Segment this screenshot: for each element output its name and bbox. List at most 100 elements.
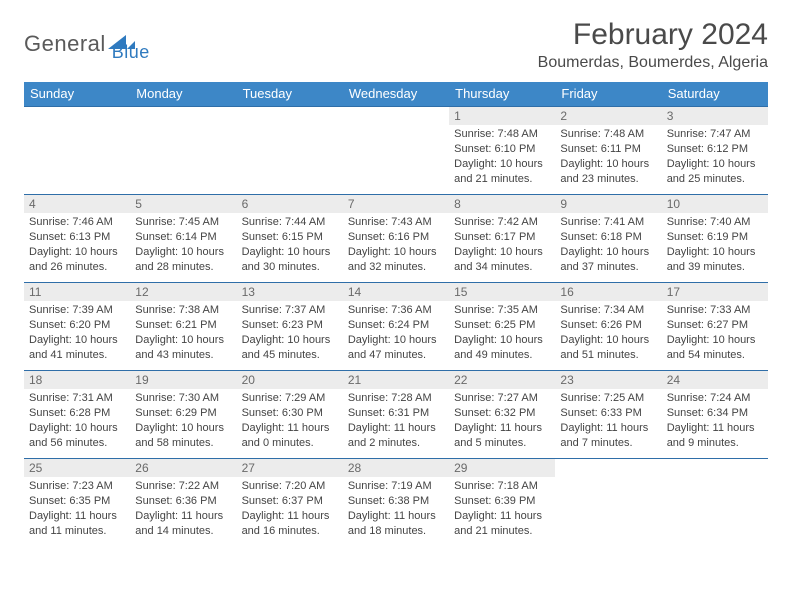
day-number: 8 (449, 195, 555, 213)
day-details: Sunrise: 7:25 AMSunset: 6:33 PMDaylight:… (555, 389, 661, 454)
day-number: 7 (343, 195, 449, 213)
day-number: 6 (237, 195, 343, 213)
day-details: Sunrise: 7:30 AMSunset: 6:29 PMDaylight:… (130, 389, 236, 454)
calendar-cell: 11Sunrise: 7:39 AMSunset: 6:20 PMDayligh… (24, 283, 130, 371)
day-number: 16 (555, 283, 661, 301)
day-number: 25 (24, 459, 130, 477)
page-title: February 2024 (538, 18, 768, 52)
calendar-cell: .. (343, 107, 449, 195)
day-number: 3 (662, 107, 768, 125)
calendar-cell: 27Sunrise: 7:20 AMSunset: 6:37 PMDayligh… (237, 459, 343, 547)
calendar-body: ........1Sunrise: 7:48 AMSunset: 6:10 PM… (24, 107, 768, 547)
day-number: 26 (130, 459, 236, 477)
day-details: Sunrise: 7:28 AMSunset: 6:31 PMDaylight:… (343, 389, 449, 454)
weekday-header: Thursday (449, 82, 555, 107)
calendar-cell: 18Sunrise: 7:31 AMSunset: 6:28 PMDayligh… (24, 371, 130, 459)
day-details: Sunrise: 7:20 AMSunset: 6:37 PMDaylight:… (237, 477, 343, 542)
day-number: 19 (130, 371, 236, 389)
day-number: 17 (662, 283, 768, 301)
day-details: Sunrise: 7:36 AMSunset: 6:24 PMDaylight:… (343, 301, 449, 366)
day-number: 10 (662, 195, 768, 213)
day-details: Sunrise: 7:47 AMSunset: 6:12 PMDaylight:… (662, 125, 768, 190)
day-number: 24 (662, 371, 768, 389)
calendar-cell: 15Sunrise: 7:35 AMSunset: 6:25 PMDayligh… (449, 283, 555, 371)
calendar-cell: 6Sunrise: 7:44 AMSunset: 6:15 PMDaylight… (237, 195, 343, 283)
calendar-cell: 24Sunrise: 7:24 AMSunset: 6:34 PMDayligh… (662, 371, 768, 459)
calendar-cell: 14Sunrise: 7:36 AMSunset: 6:24 PMDayligh… (343, 283, 449, 371)
day-details: Sunrise: 7:39 AMSunset: 6:20 PMDaylight:… (24, 301, 130, 366)
day-details: Sunrise: 7:37 AMSunset: 6:23 PMDaylight:… (237, 301, 343, 366)
calendar-cell: 9Sunrise: 7:41 AMSunset: 6:18 PMDaylight… (555, 195, 661, 283)
day-details: Sunrise: 7:23 AMSunset: 6:35 PMDaylight:… (24, 477, 130, 542)
title-block: February 2024 Boumerdas, Boumerdes, Alge… (538, 18, 768, 72)
weekday-header: Sunday (24, 82, 130, 107)
calendar-cell: 13Sunrise: 7:37 AMSunset: 6:23 PMDayligh… (237, 283, 343, 371)
weekday-header: Tuesday (237, 82, 343, 107)
day-details: Sunrise: 7:44 AMSunset: 6:15 PMDaylight:… (237, 213, 343, 278)
day-number: 13 (237, 283, 343, 301)
calendar-cell: 26Sunrise: 7:22 AMSunset: 6:36 PMDayligh… (130, 459, 236, 547)
day-details: Sunrise: 7:40 AMSunset: 6:19 PMDaylight:… (662, 213, 768, 278)
day-details: Sunrise: 7:22 AMSunset: 6:36 PMDaylight:… (130, 477, 236, 542)
day-number: 29 (449, 459, 555, 477)
calendar-row: 25Sunrise: 7:23 AMSunset: 6:35 PMDayligh… (24, 459, 768, 547)
weekday-header: Monday (130, 82, 236, 107)
calendar-cell: 12Sunrise: 7:38 AMSunset: 6:21 PMDayligh… (130, 283, 236, 371)
day-details: Sunrise: 7:35 AMSunset: 6:25 PMDaylight:… (449, 301, 555, 366)
brand-name-1: General (24, 31, 106, 57)
day-details: Sunrise: 7:27 AMSunset: 6:32 PMDaylight:… (449, 389, 555, 454)
calendar-cell: 3Sunrise: 7:47 AMSunset: 6:12 PMDaylight… (662, 107, 768, 195)
calendar-cell: 1Sunrise: 7:48 AMSunset: 6:10 PMDaylight… (449, 107, 555, 195)
calendar-row: 18Sunrise: 7:31 AMSunset: 6:28 PMDayligh… (24, 371, 768, 459)
calendar-cell: 25Sunrise: 7:23 AMSunset: 6:35 PMDayligh… (24, 459, 130, 547)
day-details: Sunrise: 7:43 AMSunset: 6:16 PMDaylight:… (343, 213, 449, 278)
calendar-row: ........1Sunrise: 7:48 AMSunset: 6:10 PM… (24, 107, 768, 195)
day-details: Sunrise: 7:38 AMSunset: 6:21 PMDaylight:… (130, 301, 236, 366)
location-text: Boumerdas, Boumerdes, Algeria (538, 54, 768, 72)
calendar-cell: 22Sunrise: 7:27 AMSunset: 6:32 PMDayligh… (449, 371, 555, 459)
day-number: 18 (24, 371, 130, 389)
day-number: 21 (343, 371, 449, 389)
calendar-cell: 7Sunrise: 7:43 AMSunset: 6:16 PMDaylight… (343, 195, 449, 283)
day-details: Sunrise: 7:46 AMSunset: 6:13 PMDaylight:… (24, 213, 130, 278)
header: General Blue February 2024 Boumerdas, Bo… (24, 18, 768, 72)
day-details: Sunrise: 7:33 AMSunset: 6:27 PMDaylight:… (662, 301, 768, 366)
calendar-cell: .. (130, 107, 236, 195)
calendar-cell: .. (662, 459, 768, 547)
day-details: Sunrise: 7:45 AMSunset: 6:14 PMDaylight:… (130, 213, 236, 278)
day-number: 4 (24, 195, 130, 213)
calendar-cell: 23Sunrise: 7:25 AMSunset: 6:33 PMDayligh… (555, 371, 661, 459)
calendar-cell: 8Sunrise: 7:42 AMSunset: 6:17 PMDaylight… (449, 195, 555, 283)
day-number: 15 (449, 283, 555, 301)
calendar-cell: .. (237, 107, 343, 195)
calendar-cell: 10Sunrise: 7:40 AMSunset: 6:19 PMDayligh… (662, 195, 768, 283)
day-details: Sunrise: 7:34 AMSunset: 6:26 PMDaylight:… (555, 301, 661, 366)
calendar-cell: 5Sunrise: 7:45 AMSunset: 6:14 PMDaylight… (130, 195, 236, 283)
day-details: Sunrise: 7:42 AMSunset: 6:17 PMDaylight:… (449, 213, 555, 278)
day-number: 5 (130, 195, 236, 213)
calendar-row: 11Sunrise: 7:39 AMSunset: 6:20 PMDayligh… (24, 283, 768, 371)
calendar-row: 4Sunrise: 7:46 AMSunset: 6:13 PMDaylight… (24, 195, 768, 283)
day-number: 9 (555, 195, 661, 213)
calendar-cell: 19Sunrise: 7:30 AMSunset: 6:29 PMDayligh… (130, 371, 236, 459)
day-details: Sunrise: 7:24 AMSunset: 6:34 PMDaylight:… (662, 389, 768, 454)
calendar-cell: 17Sunrise: 7:33 AMSunset: 6:27 PMDayligh… (662, 283, 768, 371)
day-details: Sunrise: 7:18 AMSunset: 6:39 PMDaylight:… (449, 477, 555, 542)
weekday-header: Friday (555, 82, 661, 107)
calendar-cell: 16Sunrise: 7:34 AMSunset: 6:26 PMDayligh… (555, 283, 661, 371)
day-number: 28 (343, 459, 449, 477)
calendar-cell: 29Sunrise: 7:18 AMSunset: 6:39 PMDayligh… (449, 459, 555, 547)
day-number: 2 (555, 107, 661, 125)
day-number: 23 (555, 371, 661, 389)
day-details: Sunrise: 7:48 AMSunset: 6:11 PMDaylight:… (555, 125, 661, 190)
calendar-cell: 21Sunrise: 7:28 AMSunset: 6:31 PMDayligh… (343, 371, 449, 459)
day-number: 20 (237, 371, 343, 389)
calendar-cell: 2Sunrise: 7:48 AMSunset: 6:11 PMDaylight… (555, 107, 661, 195)
day-number: 22 (449, 371, 555, 389)
calendar-head: SundayMondayTuesdayWednesdayThursdayFrid… (24, 82, 768, 107)
calendar-cell: .. (24, 107, 130, 195)
day-details: Sunrise: 7:19 AMSunset: 6:38 PMDaylight:… (343, 477, 449, 542)
day-details: Sunrise: 7:48 AMSunset: 6:10 PMDaylight:… (449, 125, 555, 190)
calendar-cell: 28Sunrise: 7:19 AMSunset: 6:38 PMDayligh… (343, 459, 449, 547)
calendar-cell: 4Sunrise: 7:46 AMSunset: 6:13 PMDaylight… (24, 195, 130, 283)
